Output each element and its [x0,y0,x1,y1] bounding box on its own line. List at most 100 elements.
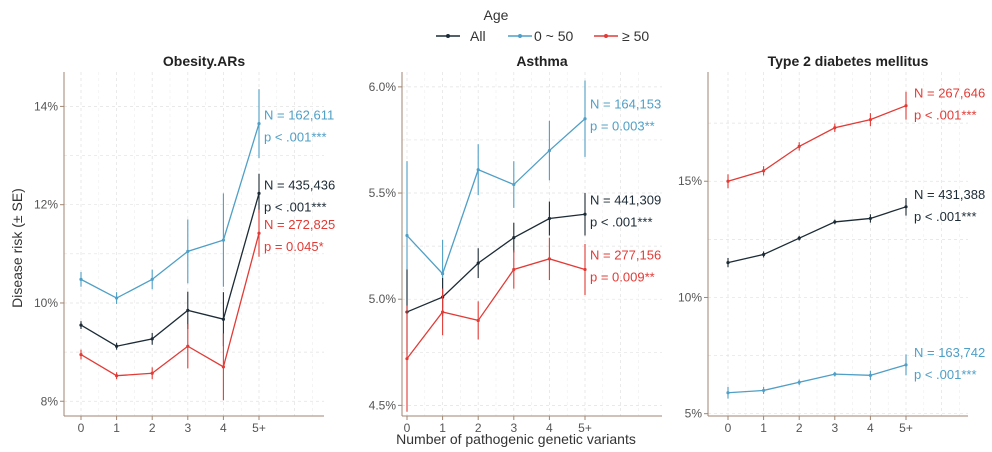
data-point [904,363,908,367]
annotation-p: p < .001*** [914,367,977,382]
series-line [80,233,260,377]
data-point [797,236,801,240]
x-tick-label: 3 [510,421,517,435]
legend-swatch-point [518,34,522,38]
annotation-p: p < .001*** [914,209,977,224]
data-point [257,122,261,126]
data-point [115,374,119,378]
data-point [762,169,766,173]
series-line [406,258,586,360]
data-point [868,118,873,122]
data-point [547,216,552,221]
x-tick-label: 3 [831,421,838,435]
legend-title: Age [484,7,509,23]
annotation-n: N = 267,646 [914,86,985,101]
x-tick-label: 1 [113,421,120,435]
legend-label: All [470,28,486,44]
annotation-n: N = 272,825 [264,217,335,232]
data-point [512,236,516,240]
data-point [150,337,154,341]
x-axis-label: Number of pathogenic genetic variants [396,431,636,447]
x-tick-label: 0 [78,421,85,435]
y-tick-label: 12% [34,198,58,212]
legend-label: ≥ 50 [622,28,649,44]
data-point [547,148,552,153]
legend-swatch-point [446,34,450,38]
y-tick-label: 15% [678,174,702,188]
annotation-n: N = 164,153 [590,97,661,112]
x-tick-label: 5+ [899,421,913,435]
x-tick-label: 4 [220,421,227,435]
data-point [441,310,445,314]
grid [64,72,324,416]
data-point [797,144,801,148]
data-point [221,365,225,369]
data-point [79,352,83,357]
series-All: N = 431,388 p < .001*** [726,187,985,268]
y-axis-label: Disease risk (± SE) [9,188,25,308]
x-tick-label: 5+ [252,421,266,435]
data-point [186,308,190,312]
series-≥ 50: N = 272,825 p = 0.045* [79,209,335,401]
series-≥ 50: N = 267,646 p < .001*** [726,86,985,189]
annotation-n: N = 441,309 [590,192,661,207]
annotation-p: p < .001*** [914,108,977,123]
data-point [221,317,225,321]
data-point [405,357,409,361]
series-line [406,213,586,313]
data-point [115,344,119,348]
data-point [583,117,587,121]
x-tick-label: 5+ [578,421,592,435]
annotation-n: N = 277,156 [590,247,661,262]
x-tick-label: 2 [149,421,156,435]
y-tick-label: 5.5% [369,186,397,200]
annotation-n: N = 163,742 [914,345,985,360]
panels: Obesity.ARs 8% 10% 12% 14% 0 1 2 3 4 5+ N = 162,611… [34,53,985,435]
series-All: N = 441,309 p < .001*** [405,192,661,355]
data-point [726,391,730,395]
x-tick-label: 4 [867,421,874,435]
series-line [406,118,586,275]
annotation-p: p < .001*** [264,199,327,214]
annotation-p: p = 0.003** [590,119,655,134]
data-point [833,126,837,130]
y-tick-label: 10% [34,296,58,310]
x-tick-label: 3 [184,421,191,435]
data-point [150,277,154,281]
data-point [476,168,480,172]
legend-entry-1: 0 ~ 50 [508,28,574,44]
annotation-n: N = 435,436 [264,177,335,192]
data-point [150,371,154,375]
annotation-n: N = 162,611 [264,108,334,123]
x-tick-label: 1 [439,421,446,435]
legend-entries: All 0 ~ 50 ≥ 50 [436,28,649,44]
legend-label: 0 ~ 50 [534,28,574,44]
data-point [115,296,119,300]
panel-title: Obesity.ARs [163,53,245,69]
annotation-p: p < .001*** [590,214,653,229]
x-tick-label: 1 [760,421,767,435]
series-line [727,364,907,394]
series-≥ 50: N = 277,156 p = 0.009** [405,237,661,412]
data-point [405,233,409,238]
series-0 ~ 50: N = 163,742 p < .001*** [726,345,985,399]
annotation-p: p = 0.009** [590,269,655,284]
data-point [79,323,83,327]
x-tick-label: 4 [546,421,553,435]
panel-2: Type 2 diabetes mellitus 5% 10% 15% 0 1 2 3 4 5+ N… [678,53,985,435]
series-0 ~ 50: N = 164,153 p = 0.003** [405,80,661,310]
annotation-p: p < .001*** [264,130,327,145]
series-line [80,123,260,299]
y-tick-label: 5% [685,407,703,421]
data-point [186,344,190,348]
panel-1: Asthma 4.5% 5.0% 5.5% 6.0% 0 1 2 3 4 5+ N = 164,153… [369,53,662,435]
data-point [762,252,766,257]
legend-swatch-point [604,34,608,38]
y-tick-label: 4.5% [369,398,397,412]
data-point [186,249,190,253]
data-point [868,373,873,377]
annotation-p: p = 0.045* [264,239,324,254]
data-point [904,205,908,209]
data-point [833,220,837,224]
